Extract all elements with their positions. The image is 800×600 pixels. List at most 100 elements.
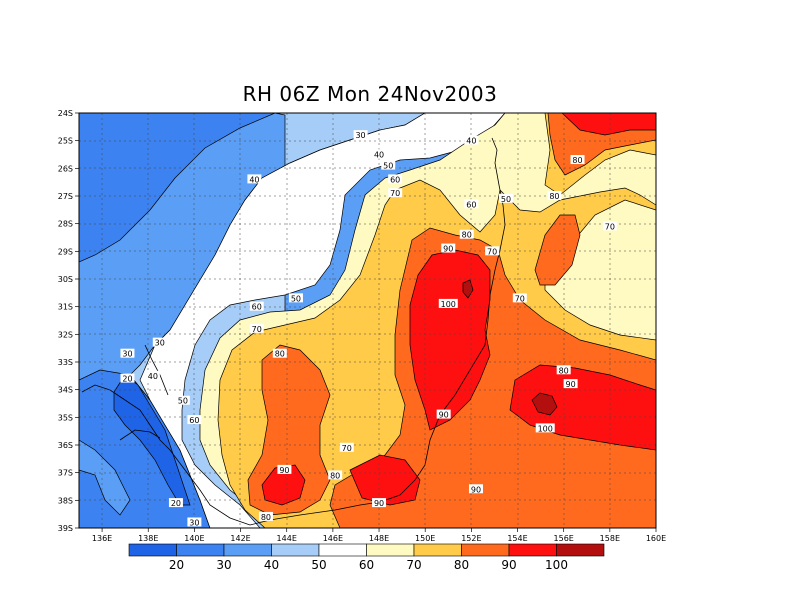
contour-label-bg: [277, 464, 292, 474]
contour-label: 60: [189, 416, 199, 425]
lon-tick-label: 148E: [369, 534, 389, 543]
contour-label-bg: [372, 498, 387, 508]
contour-label: 90: [471, 485, 481, 494]
lon-tick-label: 144E: [277, 534, 297, 543]
contour-label: 30: [122, 350, 132, 359]
contour-label-bg: [272, 348, 287, 358]
contour-label: 60: [252, 303, 262, 312]
colorbar-swatch: [223, 543, 272, 557]
contour-label-bg: [372, 149, 387, 159]
rh-band-90-100: [561, 113, 656, 136]
rh-band-20-30: [79, 113, 276, 263]
lon-tick-label: 136E: [92, 534, 112, 543]
colorbar-label: 80: [454, 558, 469, 572]
lat-tick-label: 33S: [58, 358, 73, 367]
rh-band-lt20: [113, 374, 191, 506]
contour-label-bg: [498, 193, 513, 203]
lat-tick-label: 26S: [58, 164, 73, 173]
contour-label: 80: [330, 471, 340, 480]
colorbar-swatch: [318, 543, 367, 557]
lat-tick-label: 30S: [58, 275, 73, 284]
contour-labels: 30 40 40 50 60 70 40 60 50 80 80 70 80 90 70 100 70 50 60 7…: [120, 130, 617, 527]
colorbar-swatch: [128, 543, 177, 557]
lon-tick-label: 158E: [600, 534, 620, 543]
colorbar-label: 50: [311, 558, 326, 572]
contour-label: 90: [439, 411, 449, 420]
plot-frame: [78, 112, 657, 529]
contour-label-bg: [556, 365, 571, 375]
lat-tick-label: 25S: [58, 137, 73, 146]
rh-band-80-90: [534, 214, 581, 286]
contour-label-bg: [328, 470, 343, 480]
lat-tick-label: 32S: [58, 330, 73, 339]
contour-label: 100: [441, 300, 456, 309]
contour-label: 80: [549, 192, 559, 201]
contour-label-bg: [547, 191, 562, 200]
lat-tick-label: 29S: [58, 247, 73, 256]
lat-tick-label: 38S: [58, 496, 73, 505]
colorbar: 20 30 40 50 60 70 80 90 100: [128, 543, 605, 572]
contour-label: 80: [261, 513, 271, 522]
colorbar-label: 70: [406, 558, 421, 572]
lon-tick-label: 146E: [323, 534, 343, 543]
lat-tick-label: 35S: [58, 413, 73, 422]
contour-label: 90: [279, 466, 289, 475]
colorbar-label: 100: [545, 558, 568, 572]
contour-label: 60: [466, 200, 476, 209]
contour-label-bg: [187, 517, 202, 527]
contour-label-bg: [339, 442, 354, 452]
contour-label: 50: [501, 195, 511, 204]
contour-label: 70: [252, 325, 262, 334]
colorbar-swatch: [461, 543, 510, 557]
lon-tick-label: 142E: [230, 534, 250, 543]
contour-label-bg: [602, 221, 617, 231]
lat-tick-labels: 24S 25S 26S 27S 28S 29S 30S 31S 32S 33S 34S 35S 36S 3…: [58, 109, 79, 533]
lon-tick-label: 150E: [415, 534, 435, 543]
lon-tick-label: 140E: [184, 534, 204, 543]
rh-band-50-60: [139, 113, 506, 528]
contour-label: 80: [275, 350, 285, 359]
colorbar-swatch: [176, 543, 225, 557]
contour-label-bg: [570, 155, 585, 165]
contour-label-bg: [187, 415, 202, 425]
lat-tick-label: 39S: [58, 524, 73, 533]
lat-tick-label: 36S: [58, 441, 73, 450]
lat-tick-label: 27S: [58, 192, 73, 201]
contour-label: 100: [538, 424, 553, 433]
colorbar-swatch: [271, 543, 320, 557]
lon-tick-label: 154E: [507, 534, 527, 543]
contour-label: 90: [374, 499, 384, 508]
chart-title: RH 06Z Mon 24Nov2003: [242, 82, 498, 106]
contour-label-bg: [249, 323, 264, 333]
contour-label: 70: [390, 189, 400, 198]
contour-label: 40: [466, 137, 476, 146]
colorbar-swatch: [508, 543, 557, 557]
contour-label-bg: [247, 174, 262, 184]
colorbar-label: 30: [216, 558, 231, 572]
lat-tick-label: 31S: [58, 303, 73, 312]
contour-label-bg: [249, 301, 264, 311]
lat-tick-label: 24S: [58, 109, 73, 118]
contour-label-bg: [441, 243, 456, 253]
lon-tick-label: 152E: [461, 534, 481, 543]
colorbar-label: 60: [359, 558, 374, 572]
contour-label-bg: [168, 498, 183, 508]
contour-label: 90: [443, 245, 453, 254]
contour-label: 60: [390, 175, 400, 184]
contour-label-bg: [464, 135, 479, 145]
contour-label-bg: [468, 484, 483, 494]
contour-label-bg: [485, 246, 500, 256]
contour-label-bg: [388, 188, 403, 198]
contour-label-bg: [152, 337, 167, 347]
colorbar-swatch: [556, 543, 605, 557]
contour-label: 80: [559, 366, 569, 375]
contour-label: 70: [487, 247, 497, 256]
contour-label-bg: [258, 511, 273, 521]
contour-label-bg: [464, 199, 479, 209]
lon-tick-labels: 136E 138E 140E 142E 144E 146E 148E 150E 152E 154E…: [92, 528, 666, 543]
contour-label: 50: [178, 397, 188, 406]
contour-label-bg: [120, 373, 135, 383]
contour-label-bg: [120, 348, 135, 358]
contour-label-bg: [436, 409, 451, 419]
